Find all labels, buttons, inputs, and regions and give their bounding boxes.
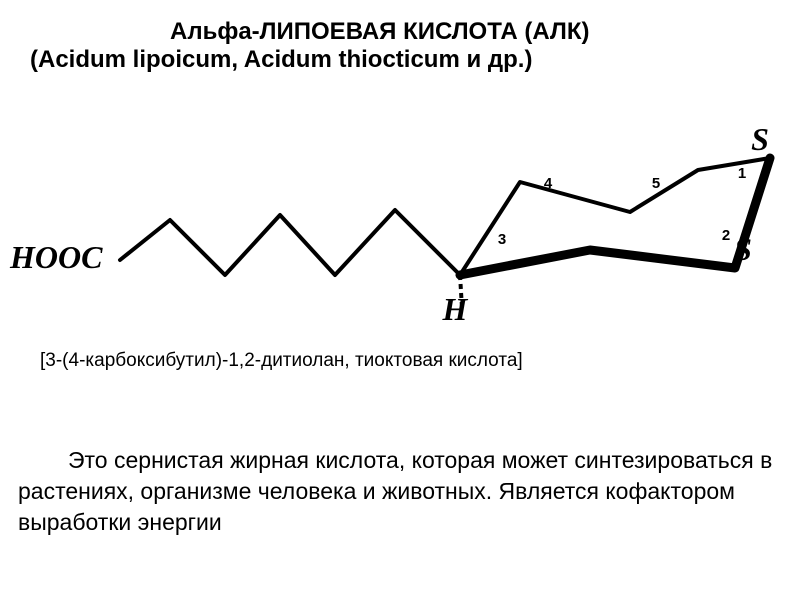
title-line-2: (Acidum lipoicum, Acidum thiocticum и др… (30, 46, 780, 74)
iupac-name: [3-(4-карбоксибутил)-1,2-дитиолан, тиокт… (40, 350, 523, 372)
ring-number-1: 1 (738, 165, 746, 182)
label-h: H (442, 291, 469, 320)
title-block: Альфа-ЛИПОЕВАЯ КИСЛОТА (АЛК) (Acidum lip… (30, 18, 780, 74)
ring-front-edges (460, 158, 770, 275)
structural-formula: HOOC H S S 1 2 3 4 5 (0, 110, 800, 320)
description-text: Это сернистая жирная кислота, которая мо… (18, 447, 772, 535)
label-s-bot: S (734, 231, 752, 267)
ring-number-4: 4 (544, 175, 553, 192)
formula-svg: HOOC H S S 1 2 3 4 5 (0, 110, 800, 320)
ring-number-5: 5 (652, 175, 660, 192)
description-paragraph: Это сернистая жирная кислота, которая мо… (18, 445, 782, 538)
ring-number-3: 3 (498, 231, 506, 248)
label-s-top: S (751, 121, 769, 157)
carbon-chain (120, 210, 460, 275)
title-line-1: Альфа-ЛИПОЕВАЯ КИСЛОТА (АЛК) (30, 18, 780, 46)
document-page: Альфа-ЛИПОЕВАЯ КИСЛОТА (АЛК) (Acidum lip… (0, 0, 800, 600)
ring-number-2: 2 (722, 227, 730, 244)
label-hooc: HOOC (9, 239, 103, 275)
